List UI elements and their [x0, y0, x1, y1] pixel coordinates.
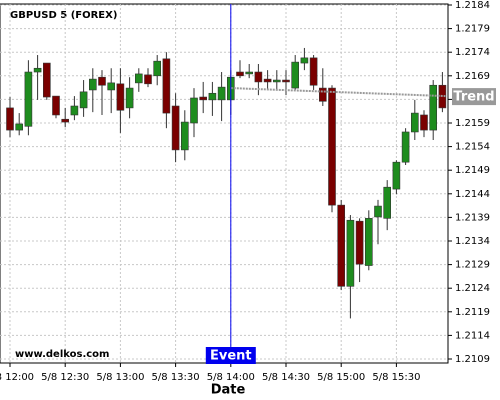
candle-body [43, 63, 50, 97]
trend-label: Trend [453, 90, 494, 105]
x-tick-label: 5/8 13:00 [96, 372, 144, 383]
x-tick-label: 5/8 15:30 [372, 372, 420, 383]
candle-body [264, 79, 271, 82]
candle-body [80, 92, 87, 108]
candle-body [117, 84, 124, 110]
candle-body [329, 88, 336, 205]
y-tick-label: 1.2124 [455, 283, 490, 294]
candle-body [209, 93, 216, 100]
trend-line [231, 88, 446, 96]
candle-body [53, 96, 60, 115]
candle-body [108, 83, 115, 90]
y-tick-label: 1.2184 [455, 0, 490, 11]
chart-title: GBPUSD 5 (FOREX) [10, 10, 117, 21]
candle-body [34, 68, 41, 72]
candle-body [89, 79, 96, 90]
candle-body [16, 124, 23, 130]
candle-body [338, 205, 345, 286]
candle-body [71, 106, 78, 115]
x-tick-label: 5/8 14:00 [207, 372, 255, 383]
candle-body [154, 61, 161, 76]
watermark: www.delkos.com [15, 349, 109, 360]
candle-body [126, 88, 133, 108]
y-tick-label: 1.2139 [455, 212, 490, 223]
candle-body [430, 85, 437, 130]
candle-body [99, 77, 106, 85]
y-tick-label: 1.2144 [455, 189, 490, 200]
candle-body [25, 72, 32, 126]
x-tick-label: 5/8 12:30 [41, 372, 89, 383]
y-tick-label: 1.2119 [455, 307, 490, 318]
x-tick-label: 5/8 12:00 [0, 372, 34, 383]
x-tick-label: 5/8 15:00 [317, 372, 365, 383]
candle-body [200, 97, 207, 100]
candle-body [356, 221, 363, 264]
candle-body [347, 220, 354, 286]
candle-body [145, 75, 152, 84]
plot-frame [0, 4, 448, 363]
candle-body [411, 113, 418, 132]
candle-body [191, 98, 198, 123]
y-tick-label: 1.2109 [455, 354, 490, 365]
candle-body [163, 59, 170, 113]
y-tick-label: 1.2129 [455, 260, 490, 271]
event-label: Event [210, 349, 252, 364]
x-axis-label: Date [211, 383, 246, 398]
candle-body [255, 72, 262, 82]
candle-body [384, 187, 391, 218]
candle-body [218, 87, 225, 100]
candle-body [135, 74, 142, 83]
candle-body [62, 119, 69, 122]
candle-body [237, 72, 244, 76]
x-tick-label: 5/8 13:30 [152, 372, 200, 383]
candle-body [365, 218, 372, 265]
y-tick-label: 1.2154 [455, 142, 490, 153]
candle-body [375, 206, 382, 217]
candle-body [172, 106, 179, 150]
candle-body [393, 162, 400, 189]
candle-body [273, 80, 280, 82]
candle-body [181, 122, 188, 150]
y-tick-label: 1.2179 [455, 24, 490, 35]
candle-body [301, 58, 308, 63]
candle-body [246, 72, 253, 74]
candle-body [310, 58, 317, 85]
x-tick-label: 5/8 14:30 [262, 372, 310, 383]
y-tick-label: 1.2174 [455, 47, 490, 58]
y-tick-label: 1.2159 [455, 118, 490, 129]
y-tick-label: 1.2134 [455, 236, 490, 247]
candle-body [421, 115, 428, 130]
y-tick-label: 1.2169 [455, 71, 490, 82]
y-tick-label: 1.2114 [455, 330, 490, 341]
candle-body [292, 62, 299, 88]
candle-body [319, 88, 326, 101]
candle-body [7, 108, 14, 130]
y-tick-label: 1.2149 [455, 165, 490, 176]
candle-body [402, 132, 409, 162]
candle-body [283, 80, 290, 82]
